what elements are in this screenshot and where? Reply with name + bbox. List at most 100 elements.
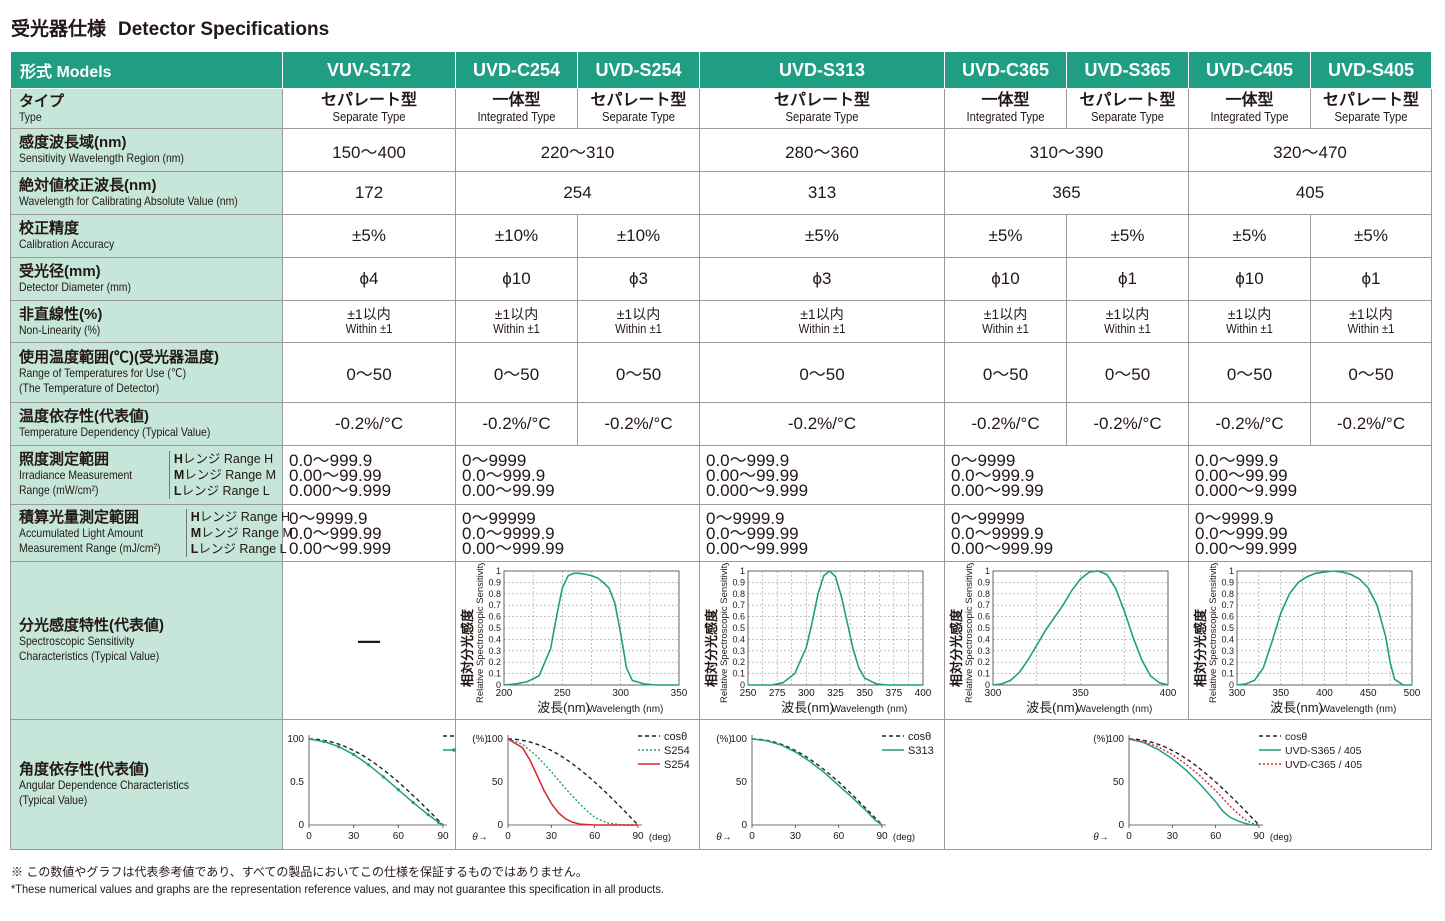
y-tick-label: 0.1 bbox=[732, 668, 745, 678]
y-tick-label: 0 bbox=[985, 680, 990, 690]
value-cell: ±5% bbox=[1066, 214, 1189, 258]
note-jp: ※ この数値やグラフは代表参考値であり、すべての製品においてこの仕様を保証するも… bbox=[11, 865, 588, 879]
x-tick-label: 300 bbox=[1229, 688, 1246, 699]
y-tick-label: 100 bbox=[1107, 734, 1124, 745]
y-tick-label: 0 bbox=[496, 680, 501, 690]
curve-cos- bbox=[507, 737, 639, 825]
y-tick-label: 0 bbox=[298, 820, 304, 831]
row-temperature-dependency: 温度依存性(代表値) Temperature Dependency (Typica… bbox=[10, 402, 1432, 446]
value-cell: 310〜390 bbox=[944, 128, 1189, 172]
x-unit-label: (deg) bbox=[649, 832, 671, 843]
value-cell: ±10% bbox=[455, 214, 578, 258]
value-cell: ϕ1 bbox=[1310, 257, 1432, 301]
row-accuracy: 校正精度 Calibration Accuracy ±5% ±10% ±10% ±… bbox=[10, 214, 1432, 258]
model-name: UVD-C365 bbox=[944, 51, 1067, 89]
x-tick-label: 350 bbox=[856, 688, 873, 699]
curve-marker bbox=[337, 744, 341, 748]
legend-label: cosθ bbox=[1285, 731, 1307, 743]
angular-chart-cell: 0 50 100 0 30 60 90 (%) (deg) θ→ cosθ S313 bbox=[699, 719, 945, 850]
range-labels: Hレンジ Range H Mレンジ Range M Lレンジ Range L bbox=[185, 509, 293, 557]
curve-cos- bbox=[1128, 737, 1260, 825]
value-cell: ϕ1 bbox=[1066, 257, 1189, 301]
y-tick-label: 0.9 bbox=[732, 577, 745, 587]
angular-chart-cell: 0 50 100 0 30 60 90 (%) (deg) θ→ cosθ S254 S254 bbox=[455, 719, 700, 850]
theta-label: θ→ bbox=[472, 832, 487, 843]
curve-marker bbox=[381, 774, 386, 778]
legend-label: cosθ bbox=[664, 731, 687, 743]
row-label: 受光径(mm) Detector Diameter (mm) bbox=[10, 257, 283, 301]
spectral-chart-cell: 0 0.1 0.2 0.3 0.4 0.5 0.6 0.7 0.8 0.9 1 300 350 400 45… bbox=[1188, 561, 1432, 720]
y-tick-label: 0.7 bbox=[732, 600, 745, 610]
x-tick-label: 90 bbox=[876, 831, 888, 842]
row-angular: 角度依存性(代表値) Angular Dependence Characteris… bbox=[10, 719, 1432, 850]
y-tick-label: 0.6 bbox=[732, 611, 745, 621]
row-label: タイプ Type bbox=[10, 88, 283, 129]
y-unit-label: (%) bbox=[1093, 734, 1109, 745]
x-tick-label: 350 bbox=[1072, 688, 1089, 699]
y-axis-label-en: Relative Spectroscopic Sensitivity bbox=[719, 563, 730, 703]
y-tick-label: 0.8 bbox=[732, 588, 745, 598]
y-axis-label-en: Relative Spectroscopic Sensitivity bbox=[964, 563, 975, 703]
value-cell: ±10% bbox=[577, 214, 700, 258]
value-cell: 0〜50 bbox=[455, 342, 578, 403]
no-data-dash: — bbox=[282, 561, 456, 720]
y-tick-label: 1 bbox=[496, 566, 501, 576]
value-cell: ±1以内 Within ±1 bbox=[1066, 300, 1189, 343]
type-cell: セパレート型 Separate Type bbox=[1066, 88, 1189, 129]
value-cell: 220〜310 bbox=[455, 128, 700, 172]
x-axis-label-jp: 波長(nm) bbox=[1270, 700, 1323, 715]
plot-frame bbox=[992, 570, 1169, 685]
header-row: 形式 Models VUV-S172 UVD-C254 UVD-S254 UVD… bbox=[10, 51, 1432, 89]
spec-table: 形式 Models VUV-S172 UVD-C254 UVD-S254 UVD… bbox=[10, 51, 1432, 850]
value-cell: ±5% bbox=[282, 214, 456, 258]
value-cell: ϕ3 bbox=[577, 257, 700, 301]
value-cell: ±1以内 Within ±1 bbox=[944, 300, 1067, 343]
y-tick-label: 0.6 bbox=[488, 611, 501, 621]
theta-label: θ→ bbox=[716, 832, 731, 843]
x-axis-label-en: Wavelength (nm) bbox=[1321, 704, 1397, 715]
model-name: UVD-S365 bbox=[1066, 51, 1189, 89]
row-type: タイプ Type セパレート型 Separate Type 一体型 Integrate… bbox=[10, 88, 1432, 129]
x-tick-label: 375 bbox=[885, 688, 902, 699]
curve-marker bbox=[396, 787, 400, 791]
x-tick-label: 250 bbox=[740, 688, 757, 699]
value-cell: ±1以内 Within ±1 bbox=[577, 300, 700, 343]
legend-label: S254 bbox=[664, 759, 690, 771]
row-label: 照度測定範囲 Irradiance Measurement Range (mW/cm… bbox=[10, 445, 283, 505]
row-label: 絶対値校正波長(nm) Wavelength for Calibrating Ab… bbox=[10, 171, 283, 215]
value-cell: 0〜50 bbox=[1310, 342, 1432, 403]
x-tick-label: 30 bbox=[790, 831, 802, 842]
value-cell: -0.2%/°C bbox=[577, 402, 700, 446]
curve-s254 bbox=[507, 737, 638, 826]
spectral-chart-cell: 0 0.1 0.2 0.3 0.4 0.5 0.6 0.7 0.8 0.9 1 200 250 300 35… bbox=[455, 561, 700, 720]
y-tick-label: 0.5 bbox=[732, 623, 745, 633]
row-label: 使用温度範囲(℃)(受光器温度) Range of Temperatures fo… bbox=[10, 342, 283, 403]
value-cell: -0.2%/°C bbox=[1188, 402, 1311, 446]
legend-label: S313 bbox=[908, 745, 934, 757]
type-cell: セパレート型 Separate Type bbox=[1310, 88, 1432, 129]
x-tick-label: 300 bbox=[985, 688, 1002, 699]
angular-chart-cell: 00.51000306090cosθVUV-S172 bbox=[282, 719, 456, 850]
y-unit-label: (%) bbox=[716, 734, 732, 745]
angular-chart-uvd-s313: 0 50 100 0 30 60 90 (%) (deg) θ→ cosθ S313 bbox=[716, 731, 934, 843]
x-tick-label: 300 bbox=[612, 688, 629, 699]
y-tick-label: 0.1 bbox=[977, 668, 990, 678]
curve-marker bbox=[426, 812, 430, 816]
x-tick-label: 0 bbox=[749, 831, 755, 842]
x-tick-label: 60 bbox=[589, 831, 601, 842]
value-cell: 0〜50 bbox=[1188, 342, 1311, 403]
row-temperature-range: 使用温度範囲(℃)(受光器温度) Range of Temperatures fo… bbox=[10, 342, 1432, 403]
legend-label: UVD-C365 / 405 bbox=[1285, 759, 1362, 771]
value-cell: 0〜9999 0.0〜999.9 0.00〜99.99 bbox=[944, 445, 1189, 505]
row-label: 校正精度 Calibration Accuracy bbox=[10, 214, 283, 258]
y-tick-label: 0 bbox=[1229, 680, 1234, 690]
type-cell: 一体型 Integrated Type bbox=[1188, 88, 1311, 129]
model-name: UVD-S313 bbox=[699, 51, 945, 89]
value-cell: ϕ4 bbox=[282, 257, 456, 301]
curve-s313 bbox=[751, 737, 883, 826]
value-cell: 0〜9999 0.0〜999.9 0.00〜99.99 bbox=[455, 445, 700, 505]
value-cell: 0〜50 bbox=[577, 342, 700, 403]
x-tick-label: 90 bbox=[437, 831, 449, 842]
value-cell: -0.2%/°C bbox=[1066, 402, 1189, 446]
model-name: VUV-S172 bbox=[282, 51, 456, 89]
